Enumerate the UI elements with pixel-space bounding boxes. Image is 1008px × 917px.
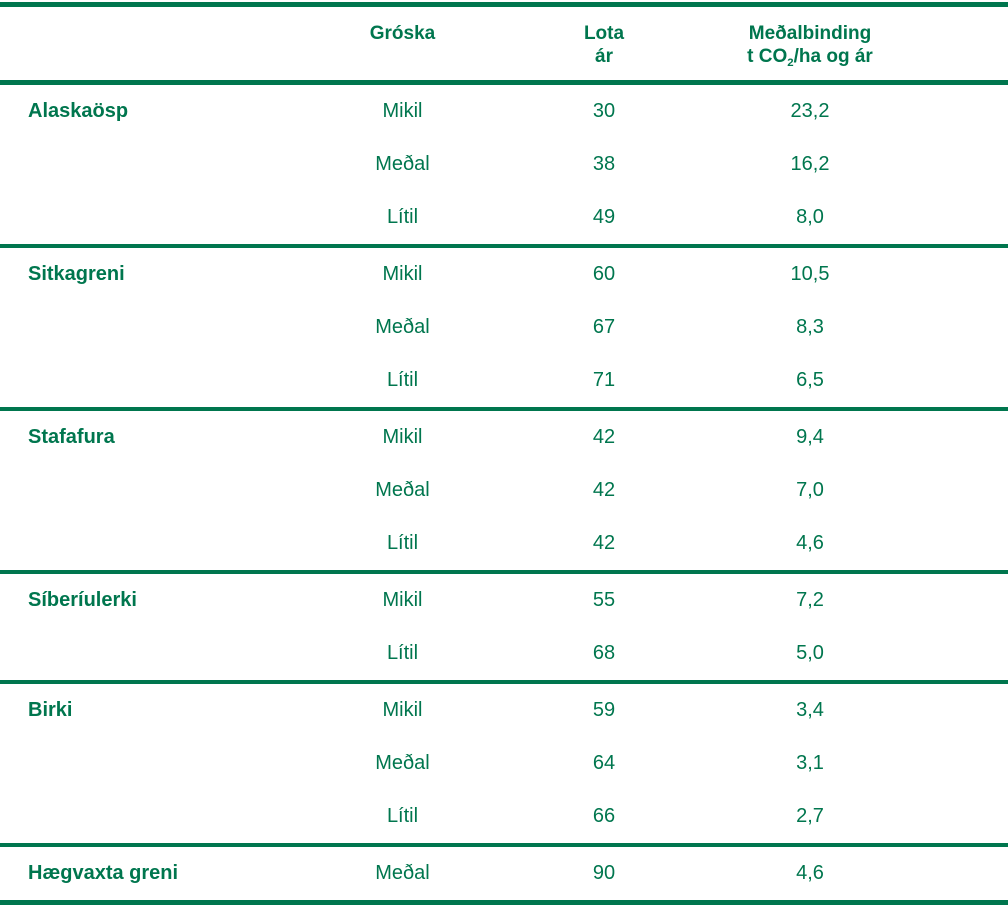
table-row: Lítil 66 2,7 — [0, 790, 1008, 843]
table-row: Birki Mikil 59 3,4 — [0, 684, 1008, 737]
table-header-row: Gróska Lota ár Meðalbinding t CO2/ha og … — [0, 7, 1008, 85]
species-cell: Sitkagreni — [28, 263, 125, 285]
species-cell: Birki — [28, 699, 73, 721]
lota-cell: 55 — [592, 589, 616, 611]
table-section-alaskaosp: Alaskaösp Mikil 30 23,2 Meðal 38 16,2 Lí… — [0, 85, 1008, 244]
species-cell: Hægvaxta greni — [28, 862, 179, 884]
header-lota-line2: ár — [595, 46, 613, 67]
table-row: Síberíulerki Mikil 55 7,2 — [0, 574, 1008, 627]
header-lota-line1: Lota — [583, 23, 625, 44]
groska-cell: Mikil — [382, 589, 423, 611]
table-row: Lítil 71 6,5 — [0, 354, 1008, 407]
table-section-stafafura: Stafafura Mikil 42 9,4 Meðal 42 7,0 Líti… — [0, 407, 1008, 570]
header-species — [0, 22, 300, 80]
lota-cell: 42 — [592, 426, 616, 448]
table-row: Lítil 42 4,6 — [0, 517, 1008, 570]
groska-cell: Mikil — [382, 699, 423, 721]
co2-subscript: 2 — [787, 56, 794, 69]
table-section-birki: Birki Mikil 59 3,4 Meðal 64 3,1 Lítil 66… — [0, 680, 1008, 843]
binding-cell: 7,0 — [796, 479, 824, 501]
header-binding: Meðalbinding t CO2/ha og ár — [703, 22, 917, 80]
table-section-haegvaxta-greni: Hægvaxta greni Meðal 90 4,6 — [0, 843, 1008, 900]
lota-cell: 90 — [592, 862, 616, 884]
table-row: Sitkagreni Mikil 60 10,5 — [0, 248, 1008, 301]
header-binding-unit-pre: t CO — [747, 46, 788, 67]
table-row: Meðal 42 7,0 — [0, 464, 1008, 517]
binding-cell: 3,1 — [796, 752, 824, 774]
binding-cell: 9,4 — [796, 426, 824, 448]
binding-cell: 4,6 — [796, 532, 824, 554]
header-binding-unit-post: /ha og ár — [793, 46, 873, 67]
lota-cell: 71 — [592, 369, 616, 391]
groska-cell: Meðal — [375, 479, 430, 501]
groska-cell: Mikil — [382, 100, 423, 122]
groska-cell: Mikil — [382, 426, 423, 448]
groska-cell: Lítil — [386, 369, 419, 391]
lota-cell: 30 — [592, 100, 616, 122]
species-cell: Síberíulerki — [28, 589, 137, 611]
groska-cell: Meðal — [375, 752, 430, 774]
header-binding-line1: Meðalbinding — [748, 23, 872, 44]
table-row: Meðal 67 8,3 — [0, 301, 1008, 354]
table-section-sitkagreni: Sitkagreni Mikil 60 10,5 Meðal 67 8,3 Lí… — [0, 244, 1008, 407]
lota-cell: 42 — [592, 479, 616, 501]
table-section-siberiulerki: Síberíulerki Mikil 55 7,2 Lítil 68 5,0 — [0, 570, 1008, 680]
binding-cell: 3,4 — [796, 699, 824, 721]
table-row: Alaskaösp Mikil 30 23,2 — [0, 85, 1008, 138]
species-cell: Alaskaösp — [28, 100, 129, 122]
table-row: Lítil 68 5,0 — [0, 627, 1008, 680]
lota-cell: 64 — [592, 752, 616, 774]
header-groska-label: Gróska — [369, 23, 436, 44]
lota-cell: 60 — [592, 263, 616, 285]
groska-cell: Meðal — [375, 153, 430, 175]
binding-cell: 8,3 — [796, 316, 824, 338]
binding-cell: 5,0 — [796, 642, 824, 664]
lota-cell: 68 — [592, 642, 616, 664]
lota-cell: 66 — [592, 805, 616, 827]
groska-cell: Lítil — [386, 642, 419, 664]
binding-cell: 23,2 — [790, 100, 830, 122]
table-row: Meðal 38 16,2 — [0, 138, 1008, 191]
lota-cell: 49 — [592, 206, 616, 228]
lota-cell: 67 — [592, 316, 616, 338]
binding-cell: 6,5 — [796, 369, 824, 391]
table-row: Lítil 49 8,0 — [0, 191, 1008, 244]
lota-cell: 38 — [592, 153, 616, 175]
table-row: Stafafura Mikil 42 9,4 — [0, 411, 1008, 464]
groska-cell: Lítil — [386, 532, 419, 554]
groska-cell: Lítil — [386, 206, 419, 228]
table-row: Meðal 64 3,1 — [0, 737, 1008, 790]
binding-cell: 4,6 — [796, 862, 824, 884]
groska-cell: Meðal — [375, 316, 430, 338]
binding-cell: 10,5 — [790, 263, 830, 285]
lota-cell: 42 — [592, 532, 616, 554]
table-row: Hægvaxta greni Meðal 90 4,6 — [0, 847, 1008, 900]
binding-cell: 16,2 — [790, 153, 830, 175]
groska-cell: Mikil — [382, 263, 423, 285]
species-cell: Stafafura — [28, 426, 115, 448]
groska-cell: Meðal — [375, 862, 430, 884]
groska-cell: Lítil — [386, 805, 419, 827]
header-binding-line2: t CO2/ha og ár — [703, 45, 917, 69]
lota-cell: 59 — [592, 699, 616, 721]
binding-cell: 8,0 — [796, 206, 824, 228]
binding-cell: 7,2 — [796, 589, 824, 611]
binding-cell: 2,7 — [796, 805, 824, 827]
header-lota: Lota ár — [505, 22, 703, 80]
header-groska: Gróska — [300, 22, 505, 80]
